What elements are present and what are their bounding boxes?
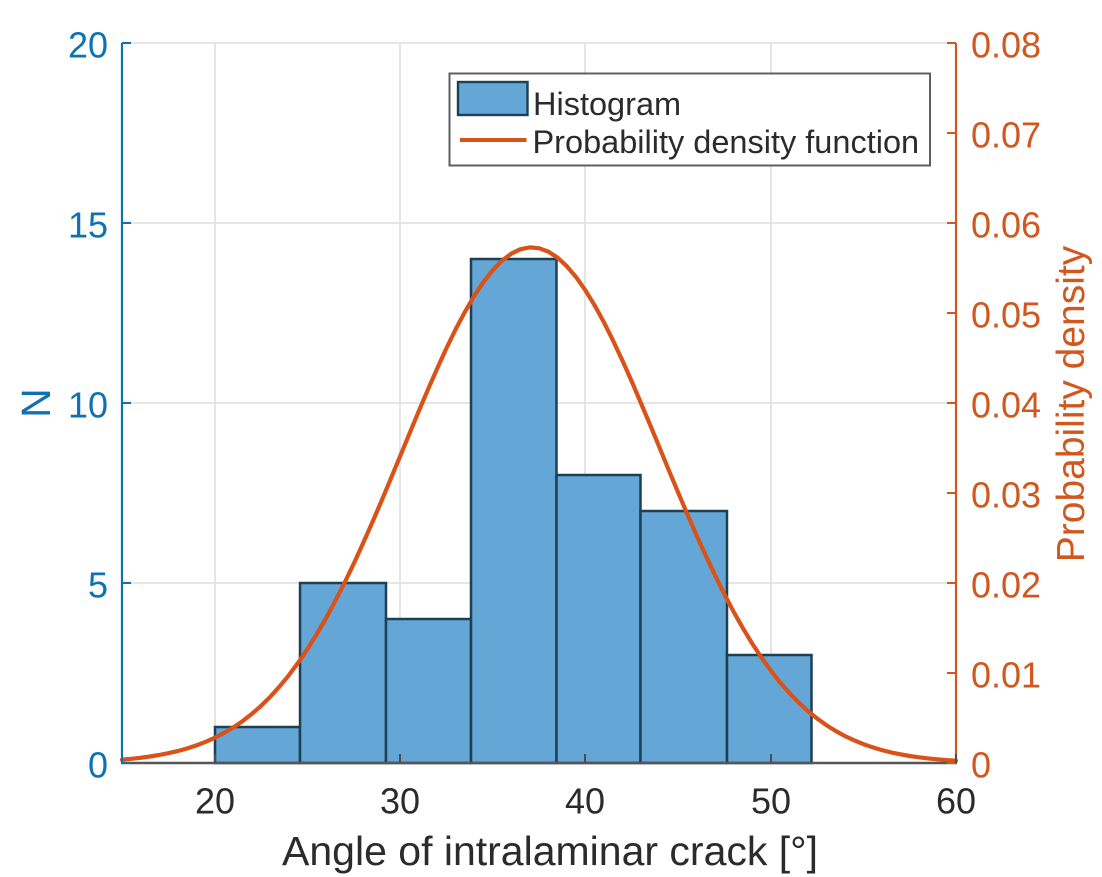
svg-text:30: 30 [380,781,420,822]
svg-text:60: 60 [936,781,976,822]
svg-text:50: 50 [751,781,791,822]
svg-text:15: 15 [68,205,108,246]
svg-text:0.07: 0.07 [971,115,1041,156]
svg-text:0: 0 [971,745,991,786]
svg-text:Angle of intralaminar crack [°: Angle of intralaminar crack [°] [282,828,818,874]
svg-text:20: 20 [195,781,235,822]
svg-text:5: 5 [88,565,108,606]
svg-text:10: 10 [68,385,108,426]
svg-text:Probability density function: Probability density function [533,124,920,160]
svg-text:0: 0 [88,745,108,786]
svg-text:20: 20 [68,25,108,66]
svg-text:0.01: 0.01 [971,655,1041,696]
svg-text:0.03: 0.03 [971,475,1041,516]
svg-text:0.04: 0.04 [971,385,1041,426]
svg-text:0.08: 0.08 [971,25,1041,66]
svg-text:40: 40 [565,781,605,822]
svg-text:Histogram: Histogram [533,86,681,122]
svg-text:0.06: 0.06 [971,205,1041,246]
svg-text:N: N [13,388,59,418]
svg-text:0.05: 0.05 [971,295,1041,336]
svg-text:0.02: 0.02 [971,565,1041,606]
svg-text:Probability density: Probability density [1050,245,1093,562]
